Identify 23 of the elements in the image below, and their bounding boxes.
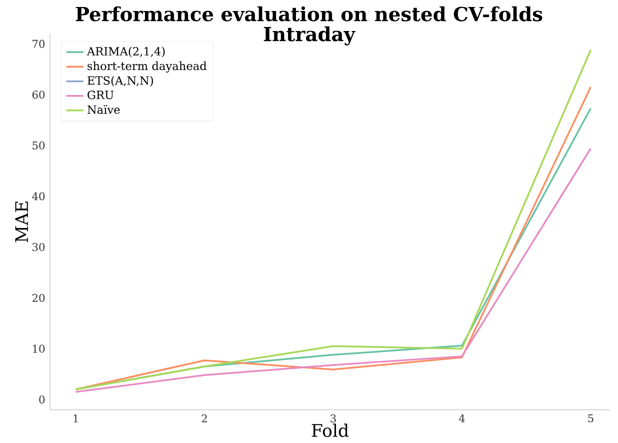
chart-title: Performance evaluation on nested CV-folds xyxy=(76,6,542,22)
legend-label: ETS(A,N,N) xyxy=(88,76,153,86)
line-series xyxy=(74,148,592,393)
y-axis-title: MAE xyxy=(15,202,28,242)
y-tick-label: 30 xyxy=(32,243,45,252)
chart-subtitle: Intraday xyxy=(264,26,356,46)
x-tick-label: 5 xyxy=(588,414,594,422)
y-tick-label: 40 xyxy=(32,192,45,200)
y-tick-label: 10 xyxy=(33,344,45,353)
legend-label: Naïve xyxy=(87,105,120,114)
x-tick-label: 1 xyxy=(74,414,78,422)
legend-label: GRU xyxy=(88,90,114,100)
y-tick-label: 50 xyxy=(32,141,45,150)
x-tick-label: 2 xyxy=(202,414,207,422)
x-tick-label: 3 xyxy=(330,414,336,422)
legend-label: short-term dayahead xyxy=(88,61,207,73)
y-tick-label: 0 xyxy=(39,395,45,404)
y-tick-label: 20 xyxy=(32,294,45,302)
y-tick-label: 60 xyxy=(32,90,45,99)
legend-label: ARIMA(2,1,4) xyxy=(86,46,165,58)
x-axis-title: Fold xyxy=(312,424,349,438)
x-tick-label: 4 xyxy=(458,414,465,422)
y-tick-label: 70 xyxy=(32,40,45,48)
